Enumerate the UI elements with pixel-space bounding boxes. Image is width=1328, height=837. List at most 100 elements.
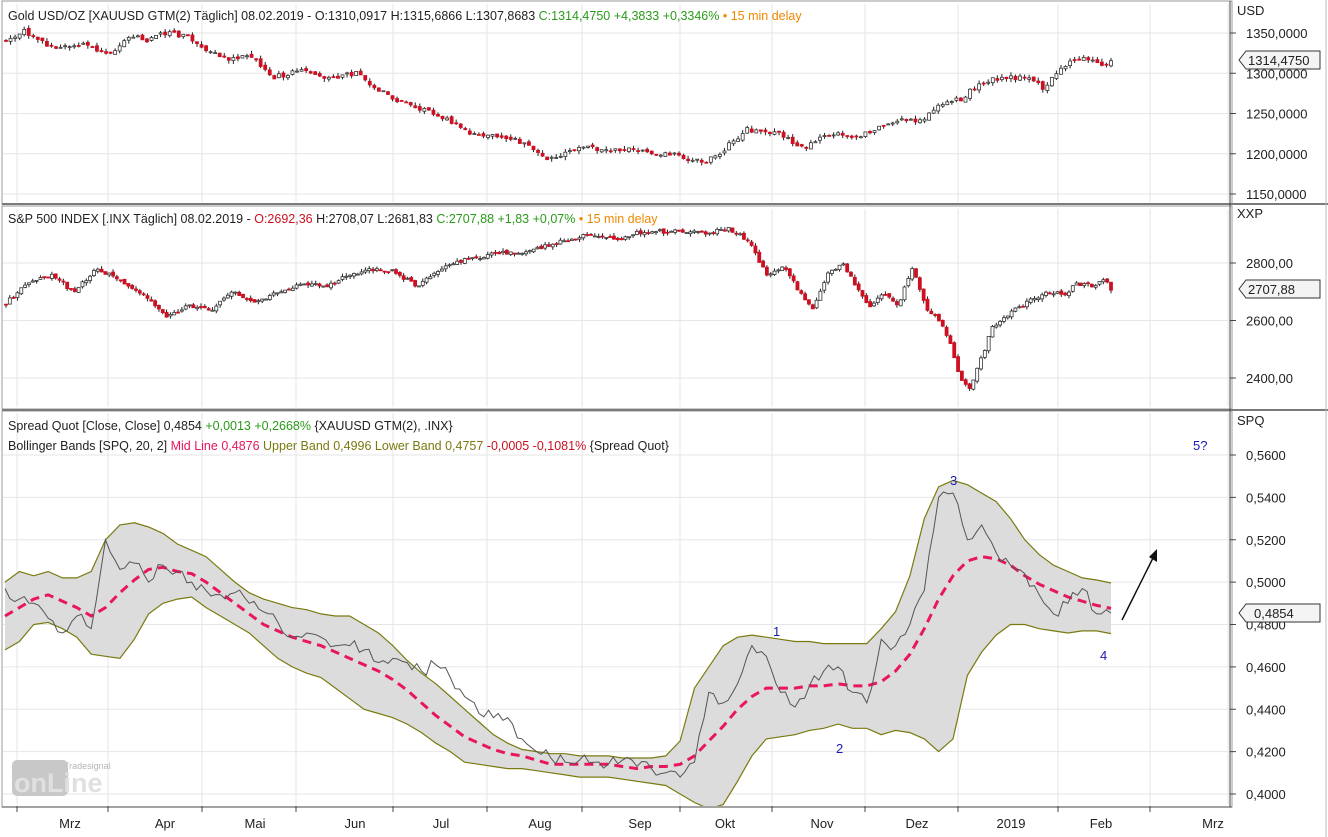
spx-candle xyxy=(390,269,395,272)
gold-candle xyxy=(354,71,359,77)
spx-candle xyxy=(948,334,953,344)
spx-candle xyxy=(317,282,322,289)
spx-candle xyxy=(355,272,360,276)
gold-candle xyxy=(108,51,113,55)
spx-candle xyxy=(1086,281,1090,287)
gold-candle xyxy=(558,152,563,159)
gold-candle xyxy=(49,42,54,48)
spx-candle xyxy=(608,234,613,238)
spx-candle xyxy=(428,274,433,280)
gold-candle xyxy=(58,44,63,49)
gold-candle xyxy=(199,41,204,49)
spx-candle xyxy=(619,236,624,241)
x-tick-label: Nov xyxy=(810,816,834,831)
spx-candle xyxy=(1089,283,1094,288)
spx-candle xyxy=(114,274,119,282)
spx-candle xyxy=(1051,290,1056,298)
spx-candle xyxy=(516,251,521,255)
gold-y-tick-label: 1250,0000 xyxy=(1246,107,1307,122)
gold-candle xyxy=(877,125,881,131)
spx-candle xyxy=(780,266,785,272)
spx-candle xyxy=(225,292,230,299)
gold-candle xyxy=(836,131,841,136)
spx-candle xyxy=(202,304,207,309)
x-tick-label: Mrz xyxy=(59,816,81,831)
spx-candle xyxy=(745,237,750,243)
gold-candle xyxy=(1004,76,1009,82)
spx-candle xyxy=(405,276,410,280)
gold-candle xyxy=(781,130,786,141)
spx-candle xyxy=(417,285,421,288)
gold-candle xyxy=(890,121,895,127)
gold-candle xyxy=(458,123,463,130)
spx-candle xyxy=(944,325,949,338)
spx-candle xyxy=(581,233,586,241)
spx-candle xyxy=(329,280,333,290)
spread-header: Spread Quot [Close, Close] 0,4854 +0,001… xyxy=(8,419,453,433)
gold-candle xyxy=(1013,74,1018,83)
spx-candle xyxy=(459,259,463,265)
spx-candle xyxy=(30,278,35,283)
gold-candle xyxy=(445,115,449,121)
gold-candle xyxy=(681,153,686,160)
gold-candle xyxy=(627,147,631,153)
spx-candle xyxy=(527,249,532,254)
gold-price-tag: 1314,4750 xyxy=(1238,50,1321,70)
gold-candle xyxy=(17,33,22,41)
gold-candle xyxy=(545,156,550,161)
spx-candle xyxy=(634,229,639,236)
spx-candle xyxy=(172,309,177,316)
gold-candle xyxy=(622,145,627,152)
spx-candle xyxy=(814,297,819,310)
gold-candle xyxy=(54,45,58,50)
gold-candle xyxy=(840,130,845,139)
spx-candle xyxy=(799,289,804,295)
spx-candle xyxy=(822,280,827,294)
spx-candle xyxy=(1017,304,1022,309)
gold-candle xyxy=(849,134,854,140)
spx-candle xyxy=(359,268,364,276)
gold-candle xyxy=(463,126,468,131)
gold-candle xyxy=(1068,58,1072,69)
gold-candle xyxy=(304,66,309,74)
gold-candle xyxy=(795,140,800,147)
spx-candle xyxy=(730,227,735,233)
spx-candle xyxy=(378,267,383,272)
x-tick-label: Feb xyxy=(1090,816,1112,831)
gold-candle xyxy=(349,69,354,79)
spx-candle xyxy=(432,271,437,278)
gold-candle xyxy=(636,147,640,155)
gold-candle xyxy=(981,81,986,87)
gold-candle xyxy=(372,83,377,91)
gold-candle xyxy=(286,74,290,81)
spx-candle xyxy=(894,299,899,308)
svg-text:1314,4750: 1314,4750 xyxy=(1248,53,1309,68)
spx-candle xyxy=(589,233,593,236)
spread-line xyxy=(4,491,1112,778)
gold-candle xyxy=(4,39,8,43)
gold-candle xyxy=(1045,82,1050,94)
spx-candle xyxy=(787,268,792,279)
bollinger-header: Bollinger Bands [SPQ, 20, 2] Mid Line 0,… xyxy=(8,439,669,453)
spx-candle xyxy=(1101,277,1106,285)
spx-candle xyxy=(688,229,693,237)
svg-text:onLine: onLine xyxy=(14,768,103,798)
spx-candle xyxy=(623,235,628,241)
gold-candle xyxy=(504,135,509,143)
gold-candle xyxy=(390,95,395,102)
gold-candle xyxy=(977,80,982,94)
spx-candle xyxy=(1032,296,1037,303)
spx-candle xyxy=(141,292,146,297)
spx-candle xyxy=(57,277,62,283)
spx-candles xyxy=(4,226,1113,391)
spx-candle xyxy=(979,355,983,371)
gold-candle xyxy=(245,53,249,60)
spx-candle xyxy=(1047,291,1052,295)
gold-candle xyxy=(663,151,668,157)
gold-candle xyxy=(95,42,99,53)
spx-candle xyxy=(15,291,20,301)
spx-candle xyxy=(531,248,536,254)
gold-candle xyxy=(181,33,186,39)
gold-candle xyxy=(959,96,963,102)
spx-y-tick-label: 2600,00 xyxy=(1246,314,1293,329)
